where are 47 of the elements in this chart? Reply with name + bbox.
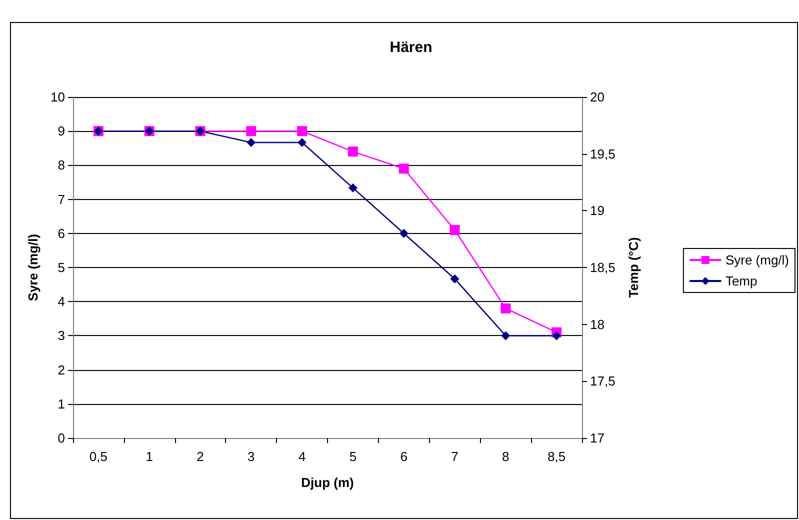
x-tick-label: 3 xyxy=(248,449,255,464)
y-tick-label: 1 xyxy=(58,396,65,412)
y-axis-title: Syre (mg/l) xyxy=(26,234,41,302)
point xyxy=(348,183,358,192)
chart-title: Hären xyxy=(390,39,432,56)
y-tick-label: 3 xyxy=(58,328,65,344)
y2-tick-label: 17 xyxy=(590,430,604,446)
point xyxy=(298,138,307,147)
point xyxy=(450,274,460,284)
point xyxy=(398,164,409,174)
y-tick-label: 2 xyxy=(58,362,65,378)
y-tick-label: 4 xyxy=(58,294,65,310)
point xyxy=(399,228,408,238)
y-tick-label: 10 xyxy=(50,90,65,104)
y2-tick-label: 18,5 xyxy=(590,260,616,275)
point xyxy=(348,146,358,157)
y2-tick-label: 19 xyxy=(590,203,604,218)
point xyxy=(246,138,256,147)
point xyxy=(450,224,460,235)
x-tick-label: 6 xyxy=(400,449,408,464)
x-tick-label: 2 xyxy=(196,449,204,464)
point xyxy=(501,331,510,340)
x-tick-label: 5 xyxy=(349,449,357,464)
x-axis-title: Djup (m) xyxy=(301,475,354,490)
y-tick-label: 0 xyxy=(58,430,65,446)
x-tick-label: 0,5 xyxy=(89,449,108,464)
y2-axis-title: Temp (°C) xyxy=(626,237,641,298)
point xyxy=(297,126,308,136)
y-tick-label: 8 xyxy=(58,158,65,173)
y2-tick-label: 19,5 xyxy=(590,146,616,162)
x-tick-label: 1 xyxy=(146,449,153,464)
y-tick-label: 7 xyxy=(58,192,65,207)
x-tick-label: 8,5 xyxy=(548,449,566,464)
y2-tick-label: 20 xyxy=(590,90,604,104)
x-tick-label: 8 xyxy=(502,449,510,464)
x-tick-label: 7 xyxy=(451,449,458,464)
point xyxy=(500,303,511,314)
legend-label: Syre (mg/l) xyxy=(725,252,790,268)
y-tick-label: 9 xyxy=(58,124,65,139)
y2-tick-label: 18 xyxy=(590,316,604,332)
legend-label: Temp xyxy=(725,274,758,288)
y-tick-label: 6 xyxy=(58,226,65,241)
point xyxy=(246,126,256,136)
point xyxy=(552,331,562,340)
x-tick-label: 4 xyxy=(298,449,306,464)
y-tick-label: 5 xyxy=(58,260,65,275)
y2-tick-label: 17,5 xyxy=(590,374,616,389)
